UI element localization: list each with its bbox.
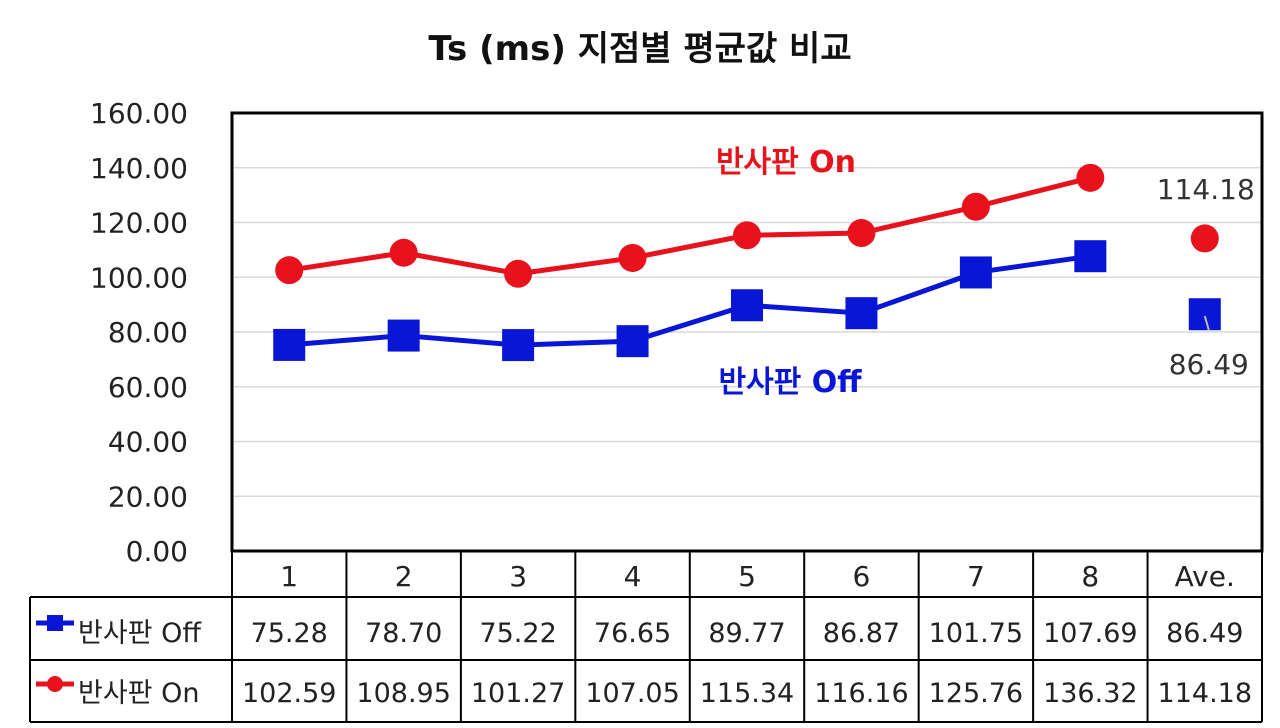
table-cell: 125.76 xyxy=(929,678,1023,709)
table-cell: 136.32 xyxy=(1043,678,1137,709)
chart-title: Ts (ms) 지점별 평균값 비교 xyxy=(428,29,851,69)
data-point-square xyxy=(1074,240,1107,273)
legend-label: 반사판 On xyxy=(78,678,199,709)
data-point-square xyxy=(502,329,535,362)
series-line xyxy=(288,175,1091,277)
legend-key-square xyxy=(47,615,63,631)
x-tick-label: 4 xyxy=(624,560,642,593)
data-point-circle xyxy=(275,256,304,285)
plot-border xyxy=(230,111,1264,553)
table-cell: 116.16 xyxy=(814,678,908,709)
table-cell: 107.05 xyxy=(585,678,679,709)
y-tick-label: 80.00 xyxy=(108,316,188,349)
data-point-square xyxy=(1188,298,1221,331)
y-tick-label: 120.00 xyxy=(90,207,188,240)
table-cell: 86.49 xyxy=(1166,618,1243,649)
table-cell: 102.59 xyxy=(242,678,336,709)
table-cell: 89.77 xyxy=(708,618,785,649)
table-cell: 75.22 xyxy=(479,618,556,649)
y-tick-label: 160.00 xyxy=(90,97,188,130)
data-point-circle xyxy=(389,238,418,267)
data-point-circle xyxy=(733,221,761,250)
data-point-circle xyxy=(961,192,990,221)
data-point-circle xyxy=(847,219,876,248)
data-point-square xyxy=(387,319,420,352)
table-cell: 76.65 xyxy=(594,618,671,649)
legend-label: 반사판 Off xyxy=(78,618,202,649)
x-tick-label: Ave. xyxy=(1175,560,1235,593)
x-tick-label: 6 xyxy=(853,560,871,593)
data-point-square xyxy=(273,328,306,361)
data-label-off-ave: 86.49 xyxy=(1169,348,1249,381)
y-tick-label: 0.00 xyxy=(126,535,188,568)
annotations: 반사판 On 반사판 Off 114.18 86.49 xyxy=(716,145,1255,400)
x-tick-label: 2 xyxy=(395,560,413,593)
data-point-circle xyxy=(504,259,533,288)
table-cell: 115.34 xyxy=(700,678,794,709)
gridlines xyxy=(232,167,1262,497)
series-label-off: 반사판 Off xyxy=(718,365,862,400)
data-point-square xyxy=(845,297,878,330)
table-cell: 101.27 xyxy=(471,678,565,709)
series-label-on: 반사판 On xyxy=(716,145,856,180)
leader-line xyxy=(1203,315,1210,331)
table-cell: 101.75 xyxy=(929,618,1023,649)
y-tick-label: 100.00 xyxy=(90,261,188,294)
table-cell: 114.18 xyxy=(1158,678,1252,709)
x-tick-label: 7 xyxy=(967,560,985,593)
table-cell: 78.70 xyxy=(365,618,442,649)
data-table: 1 2 3 4 5 6 7 8 Ave. 반사판 Off 75.28 78.70 75.22 76.65 8… xyxy=(29,551,1263,723)
y-tick-label: 40.00 xyxy=(108,426,188,459)
table-cell: 86.87 xyxy=(823,618,900,649)
y-tick-label: 140.00 xyxy=(90,152,188,185)
series-line xyxy=(289,253,1091,348)
data-point-circle xyxy=(1190,224,1219,253)
table-cell: 75.28 xyxy=(251,618,328,649)
data-point-circle xyxy=(618,243,647,272)
table-cell: 108.95 xyxy=(356,678,450,709)
data-point-circle xyxy=(1076,163,1105,192)
data-point-square xyxy=(616,325,649,358)
plot-area xyxy=(230,111,1264,553)
x-tick-label: 8 xyxy=(1081,560,1099,593)
legend-key-circle xyxy=(47,676,63,692)
y-axis: 0.00 20.00 40.00 60.00 80.00 100.00 120.00 140.… xyxy=(90,97,188,568)
x-tick-label: 5 xyxy=(738,560,756,593)
y-tick-label: 60.00 xyxy=(108,371,188,404)
data-point-square xyxy=(959,256,992,289)
y-tick-label: 20.00 xyxy=(108,480,188,513)
data-point-square xyxy=(731,289,763,322)
table-cell: 107.69 xyxy=(1043,618,1137,649)
x-tick-label: 1 xyxy=(280,560,298,593)
data-label-on-ave: 114.18 xyxy=(1157,173,1255,206)
x-tick-label: 3 xyxy=(509,560,527,593)
